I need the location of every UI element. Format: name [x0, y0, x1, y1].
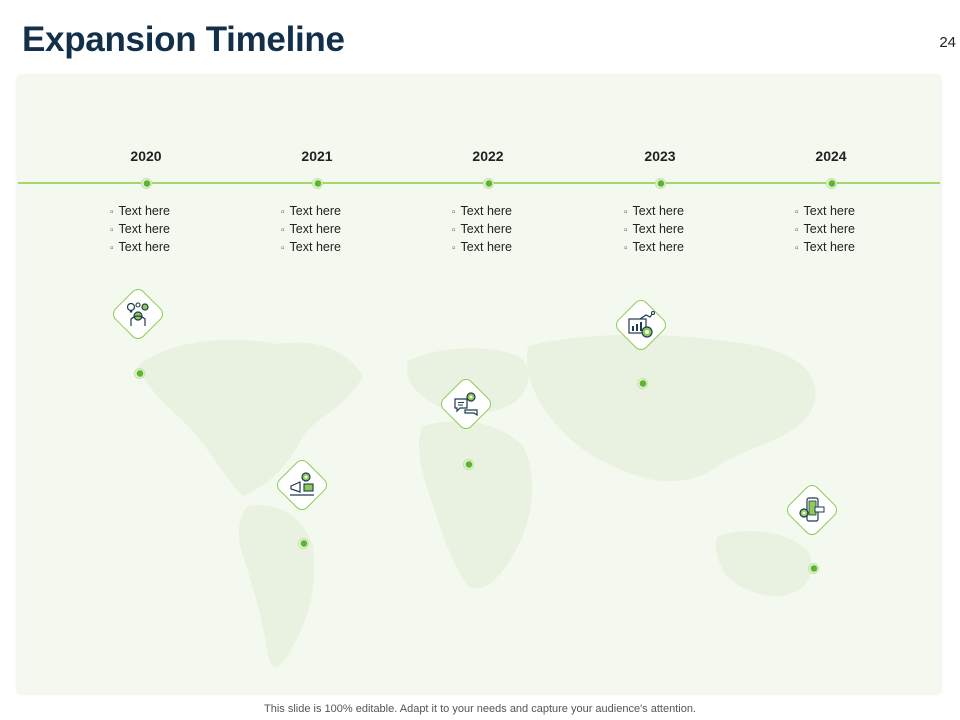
bullet-list: Text here Text here Text here [624, 203, 744, 257]
timeline-marker-dot [482, 177, 494, 189]
bullet-item: Text here [452, 221, 572, 239]
report-growth-icon [628, 311, 655, 338]
idea-gear-person-icon [126, 302, 149, 326]
chat-gear-icon [454, 392, 478, 417]
timeline-line [18, 182, 940, 184]
map-location-dot [133, 367, 145, 379]
bullet-item: Text here [281, 221, 401, 239]
bullet-list: Text here Text here Text here [795, 203, 915, 257]
timeline-marker-dot [140, 177, 152, 189]
mobile-settings-icon [799, 497, 825, 522]
timeline-marker-dot [825, 177, 837, 189]
map-location-dot [807, 562, 819, 574]
bullet-item: Text here [795, 203, 915, 221]
timeline-marker-dot [654, 177, 666, 189]
year-label: 2020 [130, 148, 162, 164]
bullet-item: Text here [795, 221, 915, 239]
page-number: 24 [939, 34, 956, 51]
megaphone-gear-icon [290, 472, 314, 496]
bullet-item: Text here [624, 203, 744, 221]
bullet-item: Text here [795, 239, 915, 257]
timeline-panel: 2020 2021 2022 2023 2024 Text here Text … [18, 76, 940, 693]
bullet-item: Text here [452, 239, 572, 257]
bullet-list: Text here Text here Text here [452, 203, 572, 257]
bullet-item: Text here [452, 203, 572, 221]
year-label: 2024 [815, 148, 847, 164]
slide-title: Expansion Timeline [22, 20, 345, 59]
map-location-dot [462, 458, 474, 470]
bullet-item: Text here [281, 239, 401, 257]
year-label: 2023 [644, 148, 676, 164]
bullet-item: Text here [110, 221, 230, 239]
bullet-item: Text here [110, 239, 230, 257]
map-location-dot [297, 537, 309, 549]
bullet-item: Text here [110, 203, 230, 221]
bullet-item: Text here [624, 221, 744, 239]
year-label: 2022 [472, 148, 504, 164]
year-label: 2021 [301, 148, 333, 164]
timeline-marker-dot [311, 177, 323, 189]
bullet-list: Text here Text here Text here [110, 203, 230, 257]
world-map-background [138, 334, 816, 667]
bullet-item: Text here [281, 203, 401, 221]
bullet-item: Text here [624, 239, 744, 257]
bullet-list: Text here Text here Text here [281, 203, 401, 257]
map-location-dot [636, 377, 648, 389]
footer-note: This slide is 100% editable. Adapt it to… [264, 703, 696, 715]
